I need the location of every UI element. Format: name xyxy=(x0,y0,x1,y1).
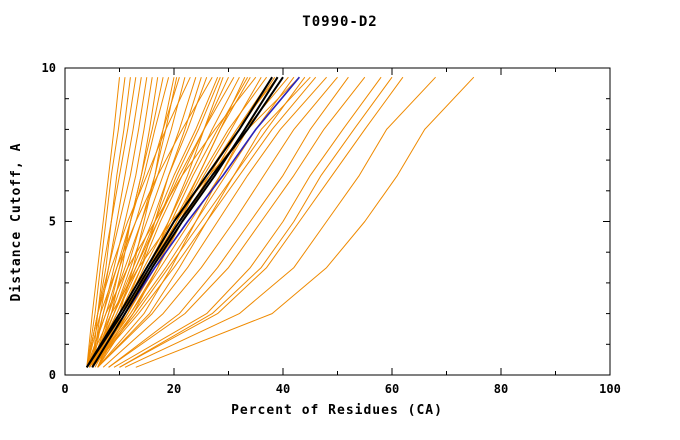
x-tick-label: 40 xyxy=(276,382,290,396)
predictions-curve xyxy=(97,76,327,368)
x-tick-label: 0 xyxy=(61,382,68,396)
predictions-curve xyxy=(119,76,393,368)
y-tick-label: 0 xyxy=(49,368,56,382)
predictions-curve xyxy=(119,76,404,368)
y-tick-label: 5 xyxy=(49,215,56,229)
plot-dynamic-content: 0 20 40 60 80 100 0 5 10 xyxy=(42,61,621,396)
predictions-curve xyxy=(113,76,382,368)
predictions-curve xyxy=(108,76,366,368)
series-group-highlight-black xyxy=(85,76,284,368)
predictions-curve xyxy=(86,77,120,368)
axis-tick-labels: 0 20 40 60 80 100 0 5 10 xyxy=(42,61,621,396)
x-axis-label: Percent of Residues (CA) xyxy=(231,403,443,418)
predictions-curve xyxy=(86,77,126,368)
highlight-black-curve xyxy=(85,76,284,368)
x-tick-label: 60 xyxy=(385,382,399,396)
chart-title: T0990-D2 xyxy=(302,14,377,30)
predictions-curve xyxy=(108,76,349,368)
predictions-curve xyxy=(89,77,170,368)
axis-ticks xyxy=(64,67,611,376)
y-axis-label: Distance Cutoff, A xyxy=(9,143,24,302)
series-group-predictions xyxy=(86,76,475,368)
predictions-curve xyxy=(86,76,257,368)
predictions-curve xyxy=(124,76,436,368)
y-tick-label: 10 xyxy=(42,61,56,75)
predictions-curve xyxy=(91,76,306,368)
predictions-curve xyxy=(91,76,317,368)
x-tick-label: 100 xyxy=(599,382,621,396)
predictions-curve xyxy=(135,76,475,368)
highlight-black-curve xyxy=(85,76,273,368)
x-tick-label: 20 xyxy=(167,382,181,396)
predictions-curve xyxy=(86,76,213,368)
predictions-curve xyxy=(102,76,338,368)
x-tick-label: 80 xyxy=(494,382,508,396)
predictions-curve xyxy=(89,77,221,368)
predictions-curve xyxy=(91,77,178,368)
highlight-black-curve xyxy=(91,76,279,368)
